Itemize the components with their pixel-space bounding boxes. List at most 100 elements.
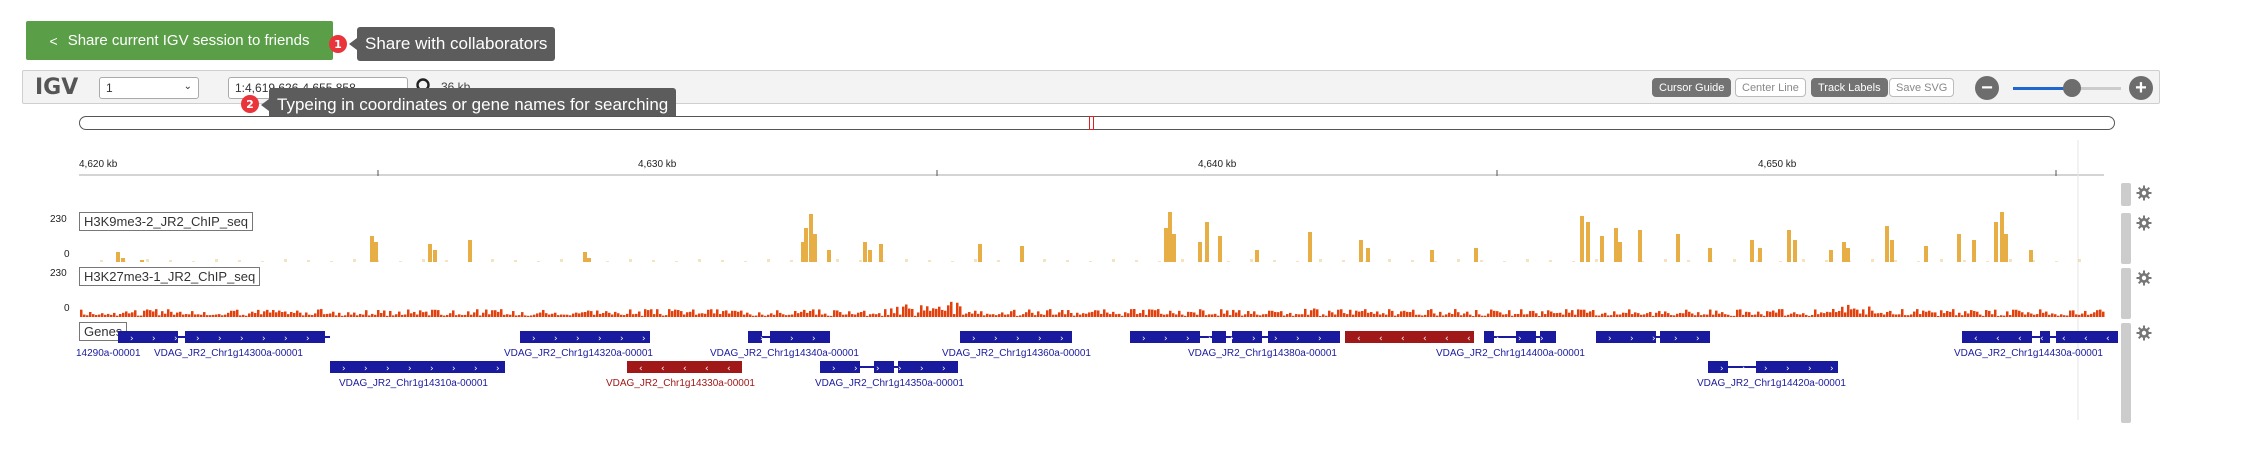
track2-bar [2042,312,2045,317]
track2-bar [1979,314,1982,317]
center-line-button[interactable]: Center Line [1735,78,1806,97]
track2-bar [1211,314,1214,317]
track1-bar [1218,236,1222,262]
track2-bar [113,312,116,317]
track1-bar [1618,242,1622,262]
gene-exon [1756,361,1838,373]
zoom-in-button[interactable]: + [2129,76,2153,100]
track2-bar [2081,313,2084,317]
gear-icon[interactable] [2136,215,2152,231]
genes-drag-handle[interactable] [2121,323,2131,423]
track1-noise [1871,259,1874,262]
track2-bar [2045,311,2048,317]
gene-label[interactable]: VDAG_JR2_Chr1g14360a-00001 [942,348,1091,359]
track2-bar [1274,311,1277,317]
track2-bar [986,313,989,317]
track2-bar [1469,314,1472,317]
track2-bar [1160,313,1163,317]
gene-exon [1212,331,1226,343]
save-svg-button[interactable]: Save SVG [1889,78,1955,97]
track2-bar [1121,315,1124,317]
gene-label[interactable]: VDAG_JR2_Chr1g14320a-00001 [504,348,653,359]
gene-label[interactable]: VDAG_JR2_Chr1g14420a-00001 [1697,378,1846,389]
track2-bar [2096,310,2099,317]
gene-label[interactable]: VDAG_JR2_Chr1g14330a-00001 [606,378,755,389]
strand-arrow: ‹ [661,364,665,374]
gene-label[interactable]: VDAG_JR2_Chr1g14430a-00001 [1954,348,2103,359]
gene-label[interactable]: VDAG_JR2_Chr1g14400a-00001 [1436,348,1585,359]
track2-bar [452,310,455,317]
track2-bar [1589,311,1592,317]
track2-bar [779,312,782,317]
track1-drag-handle[interactable] [2121,213,2131,264]
chromosome-ideogram[interactable] [79,116,2115,130]
track1-noise [1595,259,1598,262]
track2-bar [1772,310,1775,317]
track2-bar [1082,313,1085,317]
strand-arrow: › [196,334,200,344]
track1-bar [140,260,144,262]
track2-bar [1400,311,1403,317]
track1-noise [1963,260,1966,262]
share-session-button[interactable]: < Share current IGV session to friends [26,21,333,60]
track2-bar [101,313,104,317]
track1-min-label: 0 [64,249,70,260]
track2-bar [866,315,869,317]
cursor-guide-button[interactable]: Cursor Guide [1652,78,1732,97]
track1-noise [767,259,770,262]
track2-bar [1931,312,1934,317]
gene-label[interactable]: VDAG_JR2_Chr1g14340a-00001 [710,348,859,359]
track2-name[interactable]: H3K27me3-1_JR2_ChIP_seq [79,267,261,286]
track2-drag-handle[interactable] [2121,268,2131,319]
gear-icon[interactable] [2136,185,2152,201]
track2-bar [1097,310,1100,317]
track2-bar [1592,310,1595,317]
track2-bar [1628,309,1631,317]
strand-arrow: ‹ [1445,334,1449,344]
track2-bar [1622,312,1625,317]
zoom-out-button[interactable]: − [1975,76,1999,100]
genes-track-name[interactable]: Genes [79,322,128,341]
gene-label[interactable]: VDAG_JR2_Chr1g14300a-00001 [154,348,303,359]
track2-bar [1562,314,1565,317]
gene-label[interactable]: VDAG_JR2_Chr1g14380a-00001 [1188,348,1337,359]
track1-noise [1273,260,1276,262]
track2-bar [449,313,452,317]
strand-arrow: › [832,364,836,374]
track2-bar [410,313,413,317]
track1-name[interactable]: H3K9me3-2_JR2_ChIP_seq [79,212,254,231]
gene-label[interactable]: VDAG_JR2_Chr1g14350a-00001 [815,378,964,389]
track2-bar [1145,314,1148,317]
chromosome-select[interactable]: 1 ⌄ [99,77,199,99]
gear-icon[interactable] [2136,270,2152,286]
track2-bar [488,314,491,317]
track2-bar [1514,314,1517,317]
track2-bar [341,315,344,317]
track2-bar [257,309,260,317]
track2-bar [2054,314,2057,317]
save-svg-label: Save SVG [1896,81,1948,94]
gene-label[interactable]: 14290a-00001 [76,348,141,359]
track2-bar [1253,311,1256,317]
track1-bar [1172,234,1176,262]
track2-bar [575,312,578,317]
track2-bar [359,313,362,317]
track2-bar [863,310,866,317]
track2-bar [1124,312,1127,317]
plus-icon: + [2135,77,2147,99]
track2-bar [428,315,431,317]
track2-bar [155,309,158,317]
track-labels-button[interactable]: Track Labels [1811,78,1888,97]
gene-exon [1516,331,1536,343]
gear-icon[interactable] [2136,325,2152,341]
strand-arrow: › [1252,334,1256,344]
track2-bar [893,313,896,317]
ruler-drag-handle[interactable] [2121,183,2131,206]
strand-arrow: › [1830,364,1834,374]
track1-bar [863,242,867,262]
gene-label[interactable]: VDAG_JR2_Chr1g14310a-00001 [339,378,488,389]
track2-bar [881,315,884,317]
strand-arrow: › [306,334,310,344]
zoom-slider-thumb[interactable] [2063,79,2081,97]
track2-bar [2021,312,2024,317]
